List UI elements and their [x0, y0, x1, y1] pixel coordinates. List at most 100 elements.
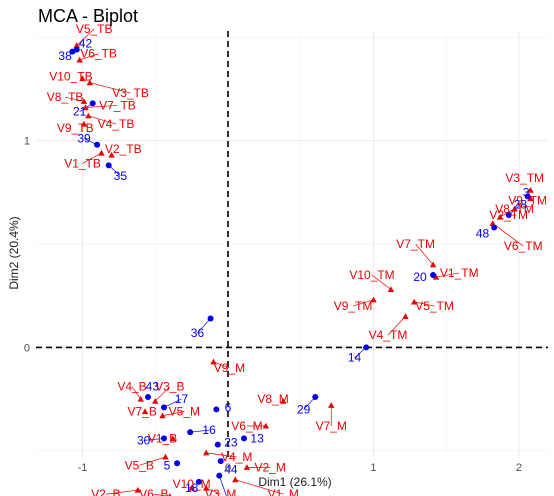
variable-label: V2_TM — [489, 208, 528, 222]
variable-label-connector — [206, 452, 237, 458]
individual-label: 35 — [114, 169, 128, 183]
variable-point — [410, 298, 418, 305]
variable-label-connector — [371, 274, 392, 290]
variable-point — [496, 213, 504, 220]
individual-point — [491, 224, 498, 231]
individual-point — [524, 193, 531, 200]
individual-label: 43 — [146, 380, 160, 394]
variable-label-connector — [387, 316, 406, 336]
variable-label: V10_M — [173, 477, 211, 491]
variable-label: V1_M — [268, 487, 299, 496]
y-axis-ticks: 01 — [24, 136, 30, 355]
individual-label: 30 — [137, 433, 151, 447]
variable-label: V9_M — [214, 361, 245, 375]
individual-point — [213, 406, 220, 413]
x-axis-ticks: -1 0 1 2 — [78, 462, 522, 474]
x-tick-label: -1 — [78, 462, 88, 474]
individual-points — [69, 46, 531, 485]
individual-label: 14 — [348, 351, 362, 365]
variable-label: V4_TB — [98, 117, 135, 131]
variable-label: V2_B — [91, 487, 120, 496]
variable-label: V4_B — [117, 380, 146, 394]
variable-point — [86, 79, 94, 86]
variable-point — [159, 412, 166, 419]
x-tick-label: 1 — [370, 462, 376, 474]
individual-point — [312, 394, 319, 401]
variable-label: V7_B — [128, 405, 157, 419]
individual-label: 48 — [476, 227, 490, 241]
variable-label: V10_TB — [49, 69, 92, 83]
individual-label: 36 — [191, 326, 205, 340]
individual-label: 3 — [523, 185, 530, 199]
variable-label: V6_TB — [80, 47, 117, 61]
individual-point — [161, 435, 167, 442]
variable-label-connector — [352, 299, 374, 307]
variable-point — [168, 493, 172, 496]
variable-point — [262, 422, 270, 429]
reference-lines — [36, 31, 548, 457]
individual-point — [207, 315, 214, 322]
variable-label: V2_TB — [105, 142, 142, 156]
variable-point — [80, 120, 88, 127]
individual-point — [241, 435, 247, 442]
variable-point — [79, 75, 86, 82]
variable-label: V1_TB — [64, 156, 101, 170]
individual-point — [145, 394, 151, 401]
individual-label: 21 — [73, 105, 87, 119]
individual-point — [94, 141, 101, 148]
variable-label-connector — [213, 361, 230, 369]
variable-point — [429, 261, 437, 268]
variable-label-connector — [435, 272, 460, 278]
variable-label-connector — [76, 28, 95, 46]
variable-point — [134, 486, 142, 493]
individual-label: 18 — [185, 481, 199, 495]
variable-point — [98, 149, 105, 156]
variable-point — [432, 273, 440, 280]
individual-point — [161, 404, 167, 411]
variable-label: V10_TM — [349, 268, 394, 282]
grid-minor — [36, 31, 548, 457]
variable-label: V5_TB — [76, 22, 113, 36]
individual-label-connector — [197, 318, 211, 334]
variable-label: V5_TM — [415, 299, 454, 313]
variable-label-connector — [105, 489, 138, 495]
variable-label: V1_B — [148, 431, 177, 445]
individual-label-connector — [163, 398, 182, 408]
variable-label: V4_TM — [369, 328, 408, 342]
individual-label: 39 — [77, 132, 91, 146]
variable-point — [162, 453, 169, 460]
individual-label-connector — [143, 438, 165, 441]
variable-point — [202, 449, 210, 456]
variable-label-connector — [79, 53, 99, 61]
individual-label: 13 — [250, 431, 264, 445]
variable-point — [243, 464, 251, 470]
variable-point — [169, 435, 176, 441]
variable-label-connector — [65, 96, 85, 102]
variable-point — [511, 205, 518, 212]
individual-point — [430, 272, 437, 279]
variable-label-connector — [206, 487, 221, 495]
x-tick-label: 0 — [225, 462, 231, 474]
individual-label: 5 — [164, 458, 171, 472]
variable-label-connector — [415, 243, 434, 265]
variable-label: V8_TM — [495, 202, 534, 216]
variable-label: V3_TM — [505, 171, 544, 185]
variable-label-connector — [155, 386, 171, 402]
variable-label: V9_TB — [57, 121, 94, 135]
variable-point — [489, 220, 496, 226]
individual-point — [505, 212, 512, 219]
variable-label: V6_TM — [504, 239, 543, 253]
variable-label: V9_TM — [508, 194, 547, 208]
variable-points — [73, 42, 534, 496]
variable-label: V7_TB — [99, 98, 136, 112]
individual-point — [216, 472, 223, 479]
variable-point — [232, 476, 239, 483]
variable-label: V5_M — [169, 405, 200, 419]
variable-label-connector — [131, 386, 142, 400]
variable-point — [202, 484, 210, 491]
variable-point — [85, 112, 92, 119]
individual-point — [214, 441, 221, 448]
